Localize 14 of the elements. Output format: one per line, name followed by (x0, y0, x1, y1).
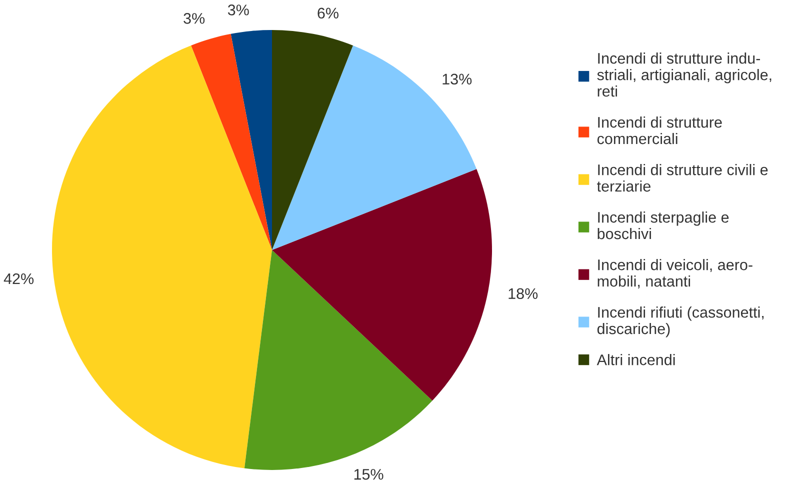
data-label: 18% (508, 288, 538, 300)
data-label: 3% (228, 4, 249, 16)
data-label: 42% (4, 273, 34, 284)
legend-label: Incendi di strutture indu- striali, artigianali, agricole, reti (597, 52, 772, 97)
data-label: 3% (184, 13, 205, 24)
legend-label: Incendi di veicoli, aero- mobili, natanti (598, 259, 752, 288)
legend-label: Incendi rifiuti (cassonetti, discariche) (597, 306, 764, 338)
legend-label: Altri incendi (596, 354, 675, 366)
legend-label: Incendi sterpaglie e boschivi (598, 212, 729, 240)
legend-label: Incendi di strutture commerciali (597, 116, 722, 144)
data-label: 13% (442, 74, 472, 85)
legend-label: Incendi di strutture civili e terziarie (597, 164, 768, 192)
data-label: 6% (318, 8, 338, 19)
data-label: 15% (354, 468, 384, 480)
